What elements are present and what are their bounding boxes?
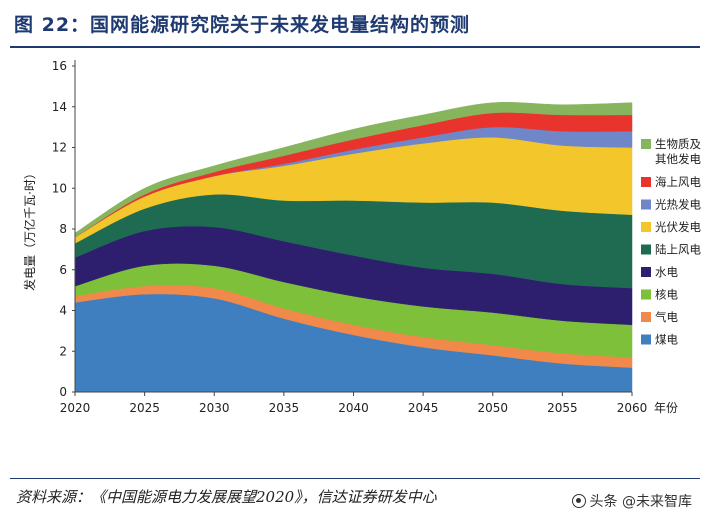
legend-item: 气电 <box>641 310 678 324</box>
legend-label: 海上风电 <box>655 175 701 189</box>
legend-swatch <box>641 139 651 149</box>
legend-label: 光热发电 <box>655 198 701 212</box>
figure-title: 图 22：国网能源研究院关于未来发电量结构的预测 <box>14 14 471 36</box>
x-tick-label: 2020 <box>60 401 91 415</box>
legend-label: 生物质及 <box>655 137 701 151</box>
legend-item: 光伏发电 <box>641 220 701 234</box>
x-tick-label: 2055 <box>547 401 578 415</box>
y-tick-label: 0 <box>59 385 67 399</box>
legend-label: 陆上风电 <box>655 243 701 257</box>
watermark-logo-icon <box>571 494 586 508</box>
area-layers <box>74 102 633 393</box>
legend-item: 水电 <box>641 265 678 279</box>
x-tick-label: 2035 <box>269 401 300 415</box>
legend-swatch <box>641 222 651 232</box>
x-tick-label: 2040 <box>338 401 369 415</box>
x-tick-label: 2045 <box>408 401 439 415</box>
y-tick-label: 16 <box>52 59 67 73</box>
x-tick-label: 2030 <box>199 401 230 415</box>
legend-swatch <box>641 289 651 300</box>
legend-label: 煤电 <box>655 333 678 347</box>
area-series-9 <box>74 102 633 238</box>
y-tick-labels: 0 2 4 6 8 10 12 14 16 <box>52 59 67 399</box>
legend-label: 其他发电 <box>655 152 701 166</box>
y-axis-label: 发电量（万亿千瓦·时） <box>22 167 37 291</box>
legend-item: 海上风电 <box>641 175 701 189</box>
x-tick-label: 2060 <box>617 401 648 415</box>
y-tick-label: 6 <box>59 263 67 277</box>
y-tick-label: 10 <box>52 181 67 195</box>
x-tick-label: 2050 <box>477 401 508 415</box>
x-tick-labels: 2020 2025 2030 2035 2040 2045 2050 2055 2060 <box>60 401 648 415</box>
title-divider <box>10 46 700 48</box>
legend-item: 陆上风电 <box>641 243 701 257</box>
legend-swatch <box>641 312 651 322</box>
legend-label: 光伏发电 <box>655 220 701 234</box>
legend-swatch <box>641 199 651 210</box>
y-tick-label: 8 <box>59 222 67 236</box>
legend-item: 光热发电 <box>641 198 701 212</box>
y-tick-label: 2 <box>59 344 67 358</box>
source-note: 资料来源：《中国能源电力发展展望2020》，信达证券研发中心 <box>16 488 437 506</box>
legend-item: 煤电 <box>641 333 678 347</box>
legend-swatch <box>641 267 651 277</box>
y-tick-label: 14 <box>52 100 67 114</box>
watermark: 头条 @未来智库 <box>566 490 697 512</box>
legend-label: 气电 <box>655 310 678 324</box>
x-axis-unit: 年份 <box>654 401 678 415</box>
y-tick-label: 12 <box>52 141 67 155</box>
legend-item: 核电 <box>641 288 678 302</box>
footer-divider <box>10 478 700 479</box>
legend-swatch <box>641 244 651 255</box>
legend-swatch <box>641 334 651 345</box>
legend-label: 水电 <box>655 265 678 279</box>
legend-label: 核电 <box>655 288 678 302</box>
watermark-text: 头条 @未来智库 <box>589 494 692 510</box>
y-tick-label: 4 <box>59 304 67 318</box>
chart-axes <box>72 60 633 396</box>
legend-swatch <box>641 177 651 187</box>
x-tick-label: 2025 <box>129 401 160 415</box>
